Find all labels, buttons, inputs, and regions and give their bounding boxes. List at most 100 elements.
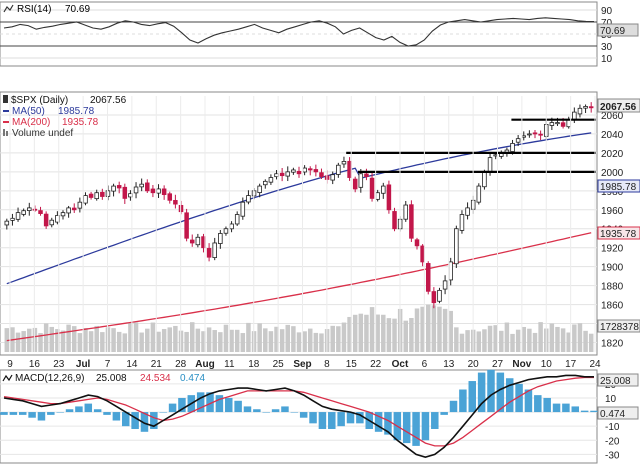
volume-bar [336,326,341,352]
candle-body [156,188,161,194]
x-tick-label: 17 [565,359,577,370]
macd-tick-label: -20 [605,436,620,447]
volume-bar [83,328,88,352]
candle-body [268,177,274,183]
macd-histogram-bar [47,412,55,415]
ma200-name: MA(200) [12,117,50,128]
price-tick-label: 1860 [601,301,624,312]
candle-body [10,217,15,221]
macd-histogram-bar [196,392,205,413]
macd-histogram-bar [421,412,430,441]
candle-body [425,263,431,292]
macd-histogram-bar [431,412,439,429]
macd-tick-label: -10 [605,422,620,433]
rsi-legend: RSI(14) 70.69 [3,4,90,15]
candle-body [83,195,88,204]
price-tick-label: 2020 [601,149,624,160]
volume-bar [195,328,201,352]
volume-bar [49,326,55,352]
rsi-legend-icon [3,4,14,13]
x-tick-label: 10 [541,359,553,370]
volume-bar [504,322,510,352]
macd-histogram-bar [534,395,542,413]
volume-bar [532,332,538,352]
price-tick-label: 1880 [601,282,624,293]
volume-bar [43,323,49,352]
candle-body [381,185,386,194]
rsi-last: 70.69 [65,4,90,15]
candle-body [369,177,375,199]
macd-histogram-bar [337,412,345,427]
candle-body [352,178,358,190]
x-axis: 9 16 23 Jul 7 14 21 28 Aug 11 18 25 Sep 8 15 22 Oct 6 13 20… [7,96,601,370]
macd-histogram-bar [440,412,448,415]
macd-histogram-bar [206,392,214,413]
macd-layer: 20100-10-20-30 [0,369,620,461]
candle-body [77,201,83,209]
price-legend: $SPX (Daily) 2067.56 MA(50) 1985.78 MA(2… [3,95,127,139]
volume-bar [111,328,116,352]
candle-body [38,210,43,214]
x-tick-label: 13 [443,359,455,370]
candle-body [532,132,538,135]
candle-body [139,183,144,188]
x-tick-label: 18 [248,359,260,370]
candle-body [527,133,532,136]
price-flag: 2067.56 [600,102,637,113]
candle-body [229,223,234,230]
volume-bar [302,331,307,352]
macd-flag: 25.008 [600,376,631,387]
volume-bar [499,330,504,352]
candle-body [487,157,493,173]
candle-body [319,172,324,177]
volume-bar [442,308,448,352]
macd-histogram-bar [309,412,317,424]
rsi-panel [0,1,598,67]
candle-body [437,289,442,302]
volume-bar [459,333,465,352]
candle-body [60,212,66,217]
candle-body [510,143,515,152]
candle-body [88,193,94,198]
rsi-layer: 9070503010 [0,6,613,65]
volume-bar [476,331,482,352]
candle-body [560,122,566,127]
rsi-tick-label: 30 [601,42,613,53]
volume-bar [425,304,431,352]
candle-body [145,182,150,192]
candle-body [263,180,268,186]
candle-body [459,214,465,231]
price-tick-label: 2000 [601,168,624,179]
macd-histogram-bar [215,395,224,413]
macd-histogram-bar [103,412,111,415]
candle-body [364,173,369,177]
x-tick-label: Sep [293,359,311,370]
volume-bar [201,331,206,352]
price-candles [4,102,594,309]
volume-bar [38,333,43,352]
candle-body [206,248,212,258]
x-tick-label: 25 [273,359,285,370]
candle-body [32,208,38,211]
macd-histogram-bar [580,410,589,413]
volume-bar [566,332,571,352]
volume-bar [128,322,133,352]
candle-body [386,184,392,211]
candle-body [521,135,527,138]
macd-histogram-bar [459,389,467,413]
candle-body [189,239,195,244]
macd-histogram-bar [168,403,177,413]
x-tick-label: Jul [76,359,91,370]
volume-bar [347,316,352,352]
macd-tick-label: -30 [605,450,620,461]
volume-bar [150,322,156,352]
macd-histogram-bar [140,412,149,432]
candle-body [161,188,167,196]
candle-body [218,233,223,244]
candle-body [150,188,156,194]
volume-bar [55,329,60,352]
price-tick-label: 1960 [601,206,624,217]
candle-body [195,236,201,246]
macd-histogram-bar [524,389,533,413]
price-tick-label: 1920 [601,244,624,255]
